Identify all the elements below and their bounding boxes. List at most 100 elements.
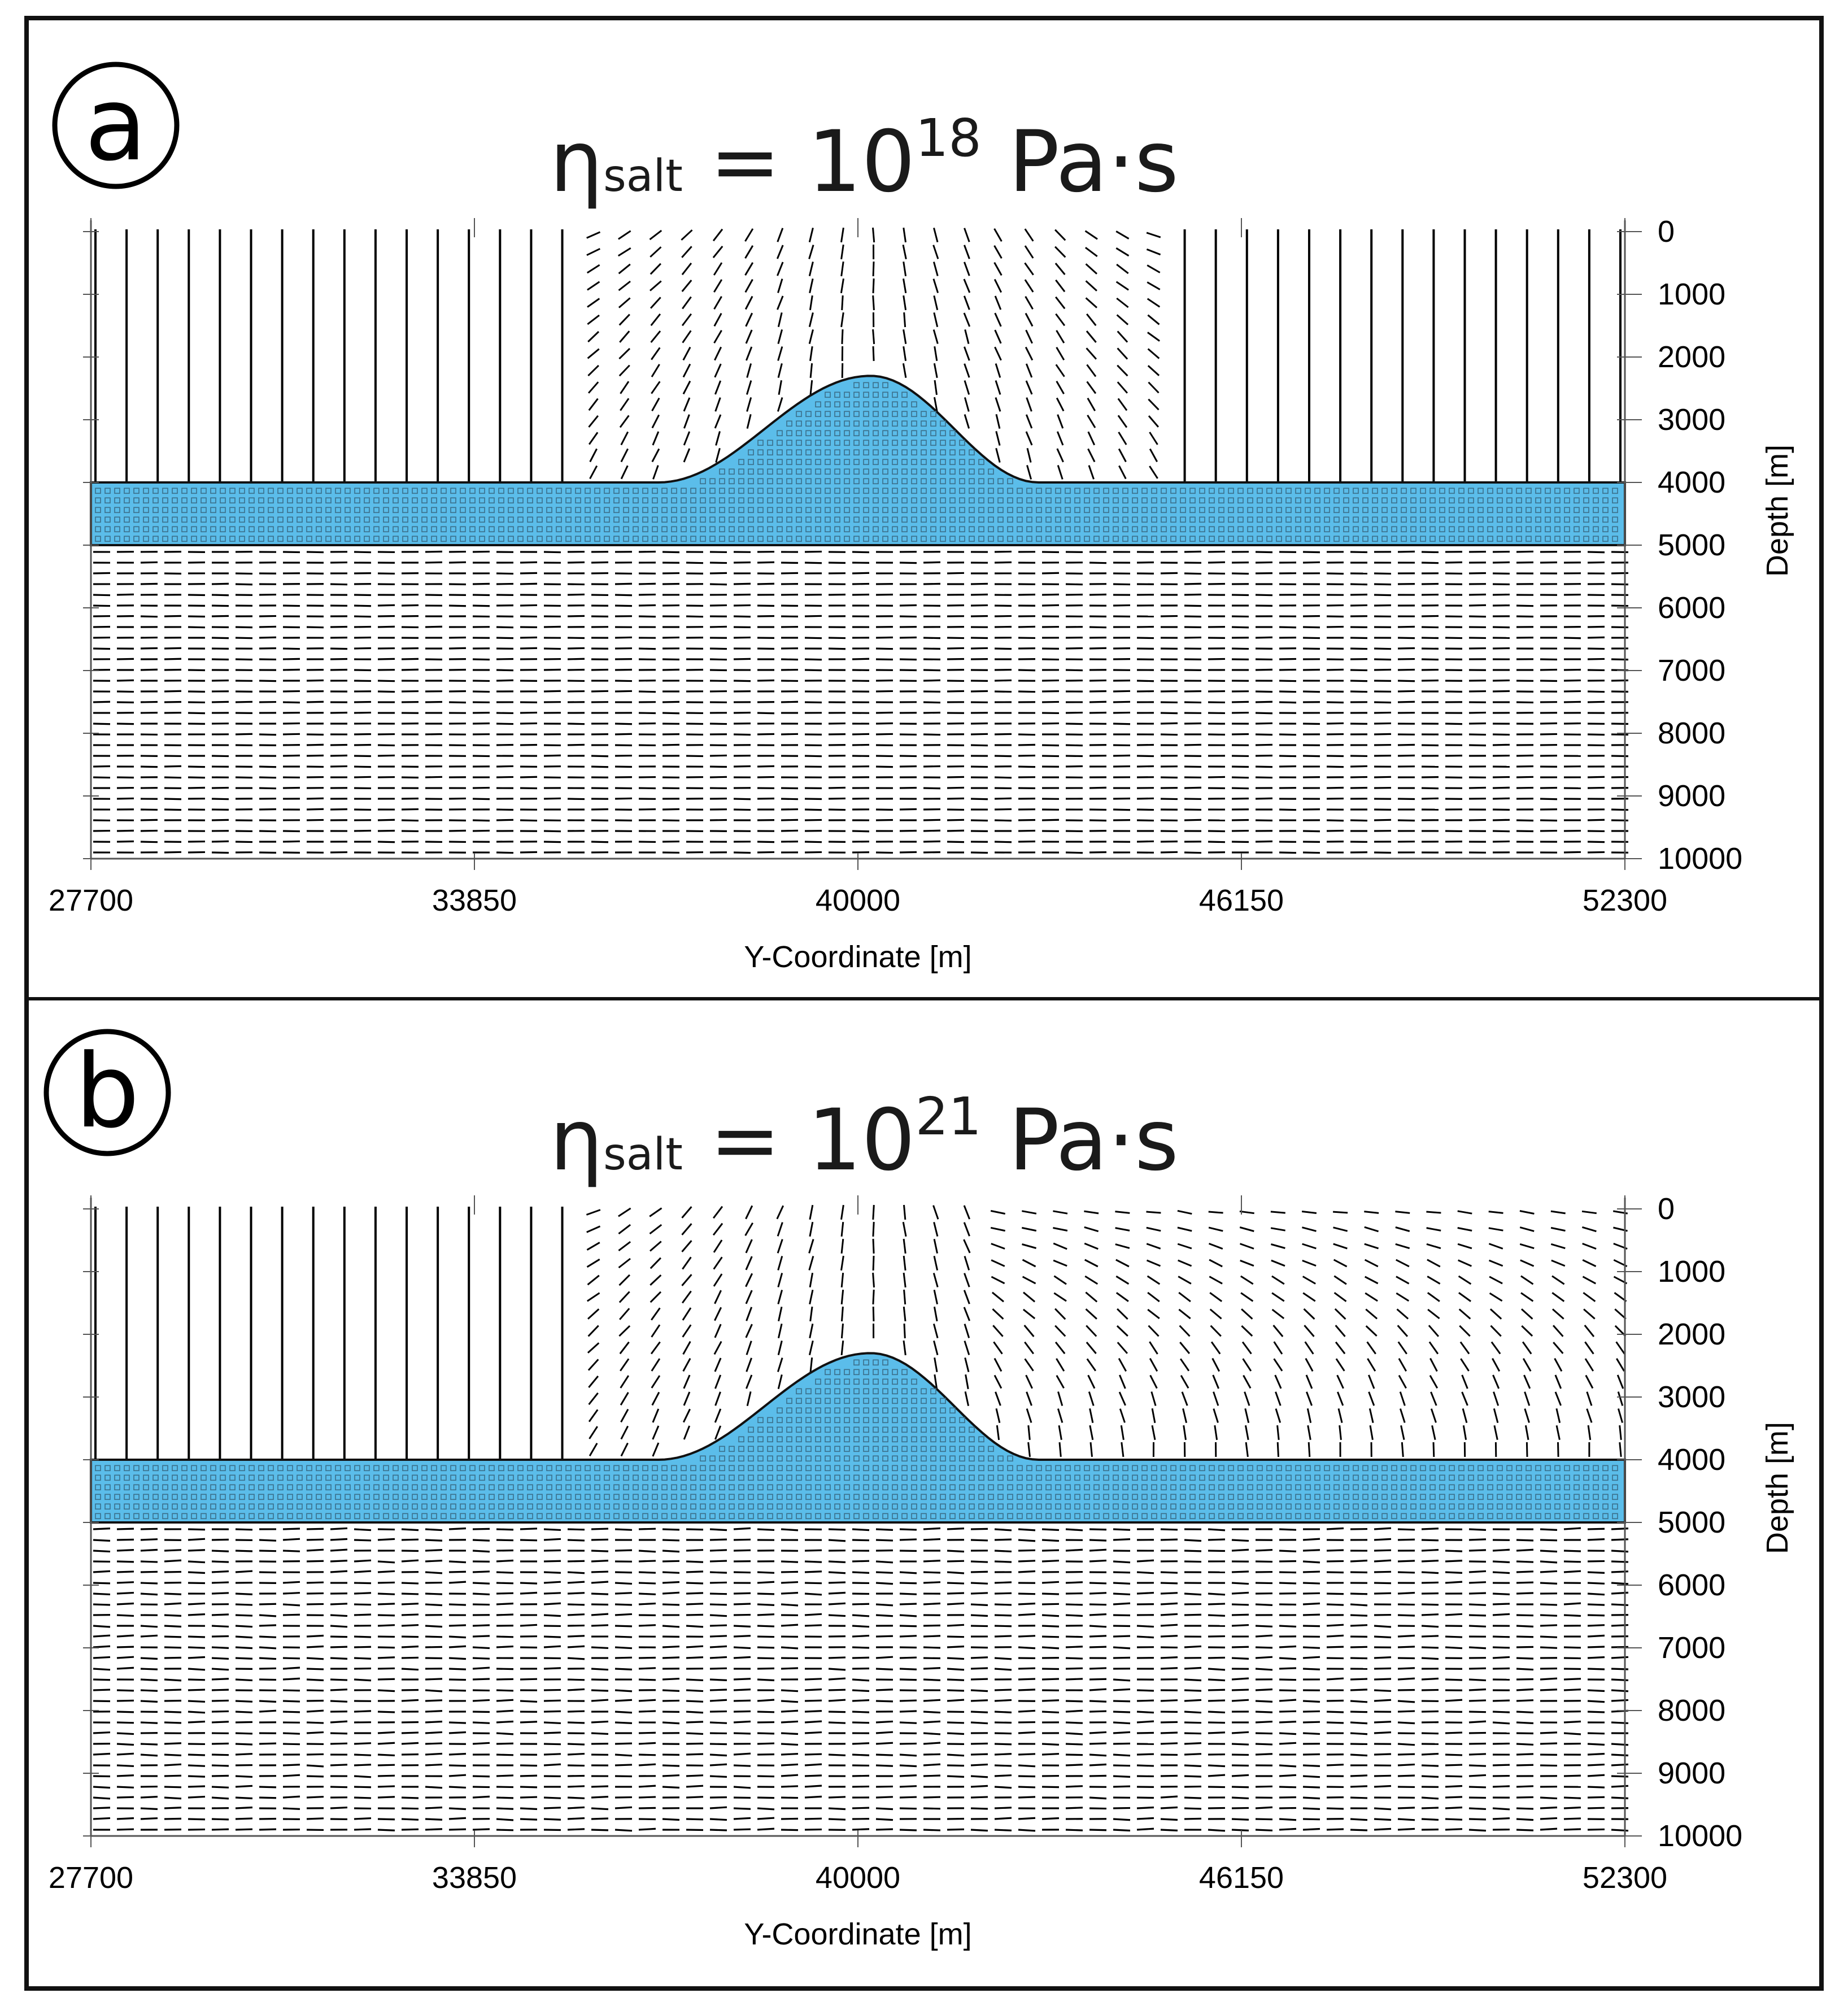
- trajectory-dash: [963, 1205, 970, 1220]
- trajectory-dash: [614, 1689, 633, 1692]
- trajectory-dash: [1184, 1753, 1202, 1756]
- trajectory-dash: [1540, 1550, 1558, 1553]
- trajectory-dash: [1208, 1764, 1226, 1768]
- trajectory-dash: [994, 690, 1012, 693]
- trajectory-dash: [686, 1678, 704, 1682]
- trajectory-dash: [1468, 1753, 1487, 1756]
- trajectory-dash: [1275, 1391, 1282, 1406]
- trajectory-dash: [472, 786, 490, 789]
- trajectory-dash: [709, 1645, 727, 1648]
- trajectory-dash: [1018, 1549, 1036, 1552]
- trajectory-dash: [902, 244, 907, 260]
- trajectory-dash: [875, 1635, 894, 1638]
- trajectory-dash: [757, 1667, 775, 1670]
- trajectory-dash: [1149, 432, 1158, 445]
- trajectory-dash: [1255, 840, 1273, 843]
- salt-square-pattern: [95, 382, 1618, 542]
- trajectory-dash: [1085, 297, 1097, 308]
- trajectory-dash: [211, 840, 229, 843]
- trajectory-dash: [1586, 1408, 1593, 1423]
- trajectory-dash: [1333, 1292, 1347, 1302]
- trajectory-dash: [1399, 1408, 1406, 1423]
- trajectory-dash: [448, 1635, 467, 1639]
- trajectory-dash: [1368, 1391, 1375, 1406]
- trajectory-dash: [282, 668, 300, 671]
- trajectory-dash: [1089, 1425, 1094, 1441]
- trajectory-dash: [899, 1796, 917, 1799]
- trajectory-dash: [714, 414, 722, 429]
- trajectory-dash: [709, 1721, 727, 1724]
- y-coordinate-tick-label: 27700: [49, 1861, 133, 1895]
- trajectory-dash: [1429, 1357, 1438, 1372]
- trajectory-dash: [591, 1603, 609, 1606]
- trajectory-dash: [1212, 1374, 1219, 1389]
- trajectory-dash: [683, 1425, 691, 1440]
- trajectory-dash: [1374, 1699, 1392, 1702]
- trajectory-dash: [1208, 1668, 1226, 1671]
- trajectory-dash: [923, 1527, 941, 1530]
- trajectory-dash: [1302, 1602, 1320, 1605]
- trajectory-dash: [686, 1818, 704, 1821]
- trajectory-dash: [588, 432, 599, 445]
- trajectory-dash: [587, 1342, 600, 1354]
- trajectory-dash: [1584, 1324, 1595, 1338]
- trajectory-dash: [1461, 1374, 1468, 1389]
- trajectory-dash: [591, 1817, 609, 1820]
- trajectory-dash: [164, 765, 182, 768]
- trajectory-dash: [1121, 1442, 1125, 1457]
- trajectory-dash: [757, 1528, 775, 1531]
- trajectory-dash: [777, 1357, 783, 1372]
- trajectory-dash: [1557, 1442, 1559, 1457]
- trajectory-dash: [618, 1207, 631, 1217]
- trajectory-dash: [282, 1657, 300, 1660]
- trajectory-dash: [899, 1742, 917, 1745]
- trajectory-dash: [1149, 1341, 1158, 1355]
- trajectory-dash: [496, 1689, 514, 1692]
- trajectory-dash: [1401, 1442, 1404, 1457]
- trajectory-dash: [970, 1742, 988, 1745]
- trajectory-dash: [93, 1539, 111, 1542]
- trajectory-dash: [899, 1538, 917, 1541]
- trajectory-dash: [620, 448, 629, 463]
- trajectory-dash: [638, 1667, 656, 1670]
- trajectory-dash: [872, 1289, 875, 1305]
- trajectory-dash: [211, 786, 229, 789]
- trajectory-dash: [1326, 1634, 1344, 1638]
- trajectory-dash: [1540, 1742, 1558, 1745]
- trajectory-dash: [1147, 1308, 1160, 1320]
- trajectory-dash: [164, 1742, 182, 1745]
- trajectory-dash: [620, 431, 629, 446]
- trajectory-dash: [808, 312, 814, 327]
- trajectory-dash: [1113, 604, 1131, 607]
- trajectory-dash: [1085, 247, 1098, 257]
- trajectory-dash: [1302, 1753, 1320, 1756]
- trajectory-dash: [619, 1341, 630, 1355]
- trajectory-dash: [1027, 1442, 1031, 1457]
- trajectory-dash: [1181, 1391, 1188, 1406]
- trajectory-dash: [1239, 1243, 1254, 1250]
- trajectory-dash: [686, 1785, 704, 1788]
- trajectory-dash: [745, 1205, 753, 1220]
- trajectory-dash: [899, 808, 917, 811]
- trajectory-dash: [1184, 1807, 1202, 1810]
- trajectory-dash: [714, 1324, 722, 1338]
- trajectory-dash: [947, 1602, 965, 1605]
- trajectory-dash: [804, 1720, 822, 1724]
- trajectory-dash: [1587, 1603, 1605, 1606]
- trajectory-dash: [1179, 1358, 1190, 1372]
- trajectory-dash: [1056, 431, 1064, 446]
- trajectory-dash: [1025, 329, 1033, 344]
- trajectory-dash: [1119, 1408, 1126, 1423]
- trajectory-dash: [757, 765, 775, 768]
- trajectory-dash: [1326, 1571, 1344, 1574]
- trajectory-dash: [828, 1796, 846, 1799]
- trajectory-dash: [1326, 615, 1344, 618]
- trajectory-dash: [1160, 722, 1178, 725]
- trajectory-dash: [1065, 1657, 1083, 1660]
- trajectory-dash: [1374, 1827, 1392, 1831]
- trajectory-dash: [1055, 313, 1066, 327]
- trajectory-dash: [902, 1221, 907, 1237]
- trajectory-dash: [1584, 1358, 1594, 1372]
- trajectory-dash: [1427, 1259, 1441, 1268]
- trajectory-dash: [1160, 1818, 1178, 1821]
